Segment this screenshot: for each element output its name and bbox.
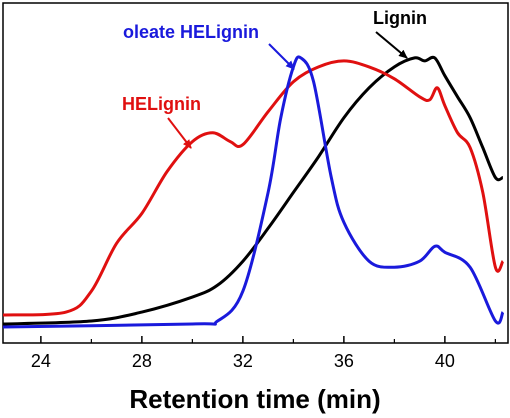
x-tick-label: 36 <box>334 351 354 371</box>
annotations: oleate HELignin Lignin HELignin <box>122 8 427 149</box>
annotation-arrow <box>268 43 295 70</box>
series-line-helignin <box>2 59 505 317</box>
annotation-label: HELignin <box>122 94 201 114</box>
series-line-oleate-helignin <box>2 55 505 329</box>
x-tick-label: 28 <box>132 351 152 371</box>
series-line-lignin <box>2 55 504 326</box>
x-tick-label: 40 <box>435 351 455 371</box>
annotation-arrow <box>167 117 192 149</box>
x-axis: 24 28 32 36 40 <box>31 336 496 371</box>
series-layer <box>2 55 505 329</box>
plot-frame <box>2 2 509 344</box>
annotation-label: oleate HELignin <box>123 22 259 42</box>
annotation-label: Lignin <box>373 8 427 28</box>
annotation-arrow <box>375 31 408 59</box>
x-tick-label: 24 <box>31 351 51 371</box>
x-axis-title: Retention time (min) <box>129 384 380 414</box>
x-tick-label: 32 <box>233 351 253 371</box>
